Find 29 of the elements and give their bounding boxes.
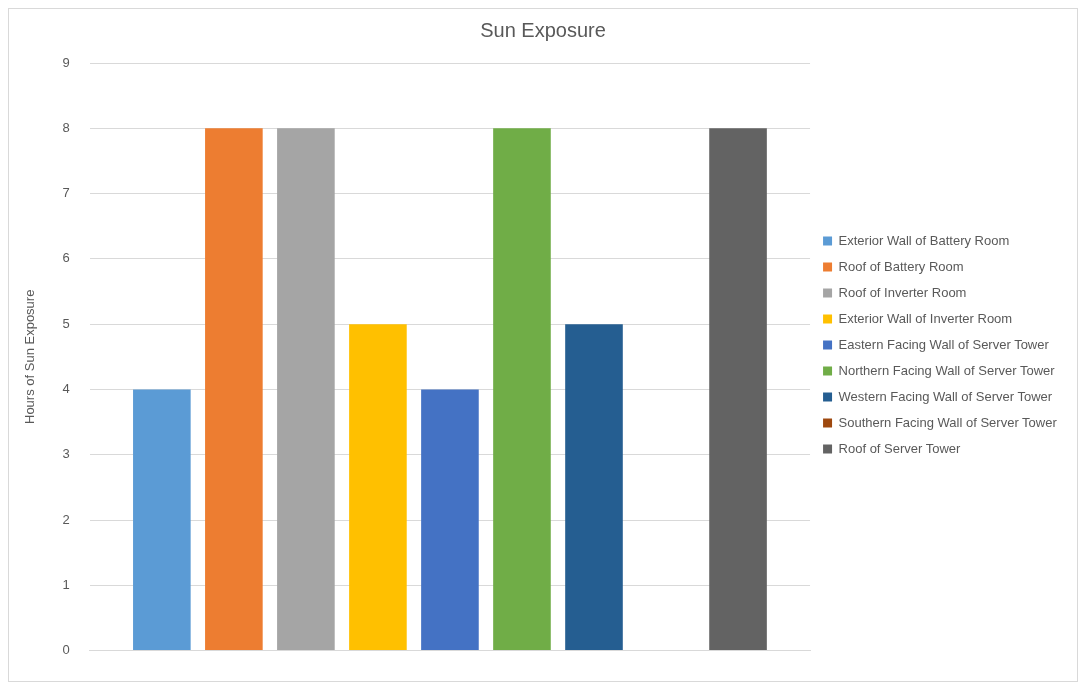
y-tick-label: 1	[62, 576, 70, 592]
bar	[277, 128, 335, 651]
bar	[349, 324, 407, 651]
y-tick-label: 9	[62, 54, 70, 70]
bar	[133, 389, 191, 651]
legend-label: Northern Facing Wall of Server Tower	[838, 362, 1056, 378]
chart-title: Sun Exposure	[480, 18, 606, 41]
y-tick-label: 5	[62, 315, 70, 331]
legend-label: Eastern Facing Wall of Server Tower	[838, 336, 1050, 352]
y-tick-label: 6	[62, 250, 70, 266]
legend-label: Roof of Inverter Room	[838, 284, 967, 300]
y-axis-title: Hours of Sun Exposure	[22, 289, 38, 424]
bar	[709, 128, 767, 651]
legend-label: Southern Facing Wall of Server Tower	[838, 414, 1058, 430]
bar	[421, 389, 479, 651]
y-tick-label: 8	[62, 119, 70, 135]
y-tick-label: 3	[62, 446, 70, 462]
bar	[493, 128, 551, 651]
legend-label: Exterior Wall of Battery Room	[838, 232, 1010, 248]
y-tick-label: 7	[62, 185, 70, 201]
legend-label: Roof of Battery Room	[838, 258, 964, 274]
legend-label: Western Facing Wall of Server Tower	[838, 388, 1053, 404]
y-tick-label: 0	[62, 642, 70, 658]
legend-label: Roof of Server Tower	[838, 440, 962, 456]
y-tick-label: 2	[62, 511, 70, 527]
bar	[565, 324, 623, 651]
bar	[205, 128, 263, 651]
legend-label: Exterior Wall of Inverter Room	[838, 310, 1013, 326]
y-tick-label: 4	[62, 381, 70, 397]
